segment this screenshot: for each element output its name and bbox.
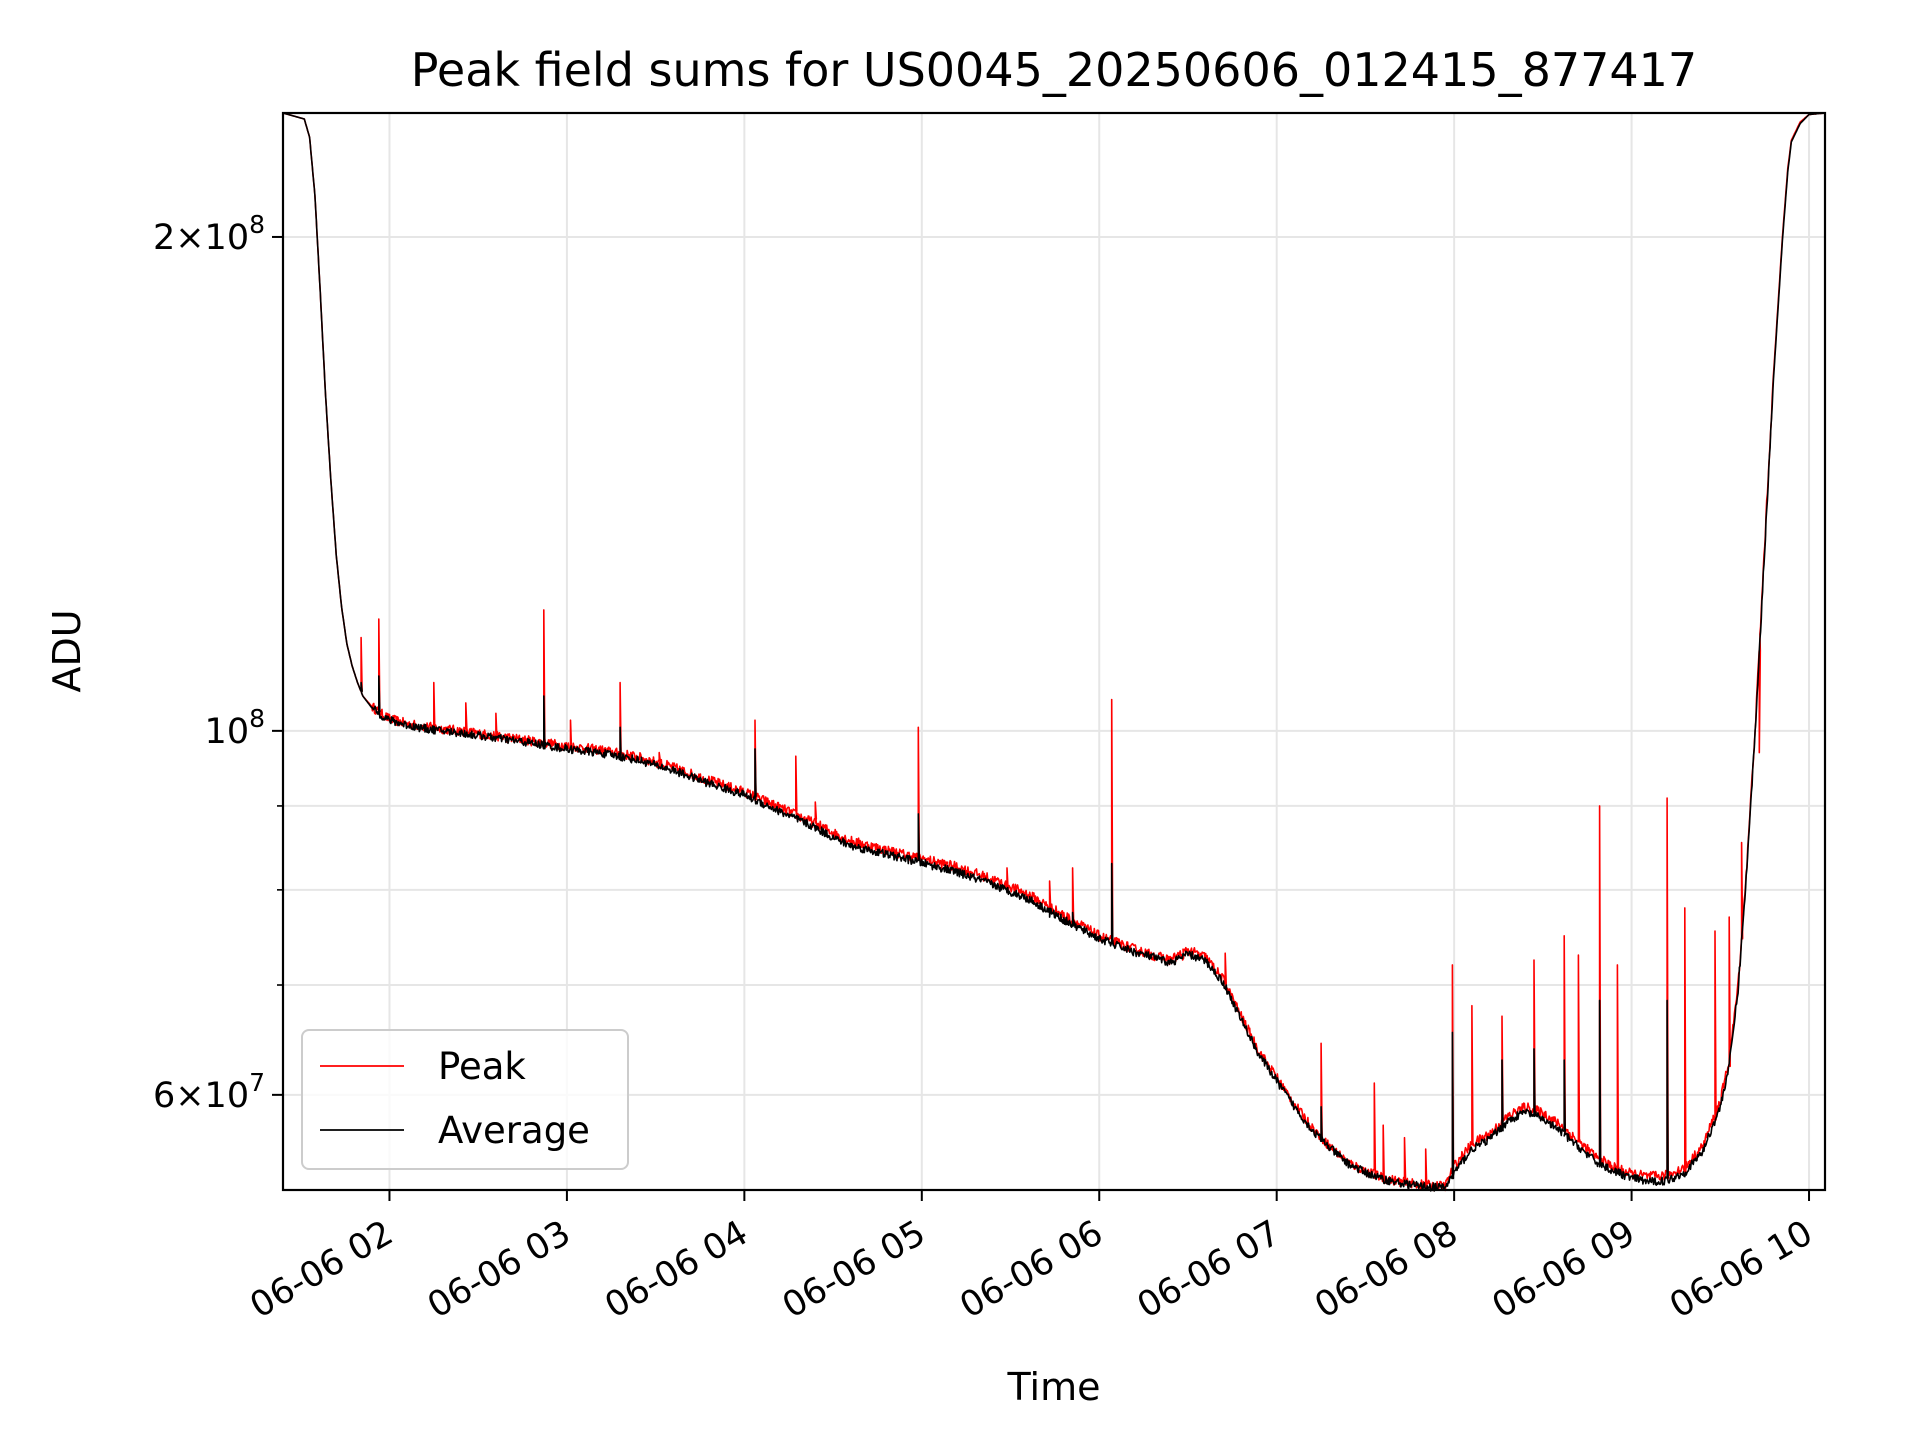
x-axis-label: Time [1007,1365,1101,1409]
series-line-average [282,112,1826,1192]
plot-lines [282,112,1826,1192]
y-tick-label: 108 [205,704,265,752]
y-tick-label: 2×108 [153,210,265,258]
y-axis-label: ADU [45,609,89,692]
axes-frame [281,111,1827,1192]
legend-label-average: Average [438,1109,590,1152]
series-line-peak [282,112,1826,1192]
chart-title: Peak field sums for US0045_20250606_0124… [411,43,1697,97]
legend-label-peak: Peak [438,1045,526,1088]
grid [283,113,1825,1190]
legend-box [301,1029,629,1170]
legend: Peak Average [301,1029,629,1170]
y-tick-label: 6×107 [153,1068,265,1116]
